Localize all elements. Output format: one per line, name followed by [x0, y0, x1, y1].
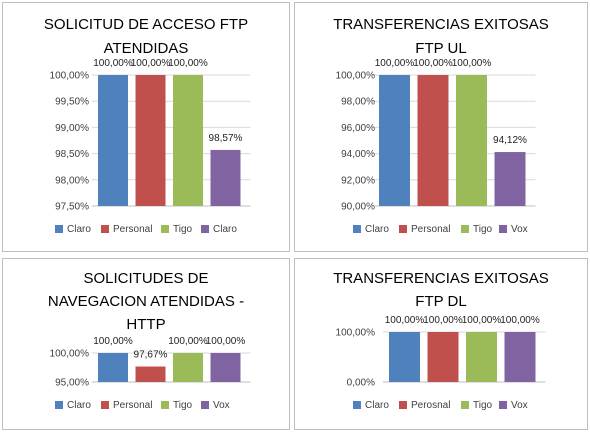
bar-vox — [504, 332, 536, 382]
bar-claro — [379, 75, 410, 206]
data-label: 100,00% — [93, 58, 133, 69]
data-label: 100,00% — [206, 336, 246, 347]
y-tick-label: 100,00% — [336, 71, 376, 82]
bar-tigo — [466, 332, 497, 382]
legend-swatch — [161, 401, 169, 409]
bar-claro — [389, 332, 420, 382]
bar-personal — [417, 75, 449, 206]
bar-personal — [135, 366, 166, 382]
legend-swatch — [161, 225, 169, 233]
chart-panel-ftp-dl: TRANSFERENCIAS EXITOSAS FTP DL 0,00% 100,00… — [294, 258, 588, 430]
bar-tigo — [456, 75, 487, 206]
legend-swatch — [101, 225, 109, 233]
y-tick-label: 97,50% — [55, 202, 89, 213]
legend-label: Perosnal — [411, 400, 450, 411]
legend-label: Personal — [113, 400, 152, 411]
legend-label: Tigo — [173, 224, 193, 235]
bar-claro — [98, 75, 128, 206]
bar-perosnal — [427, 332, 459, 382]
bar-claro — [210, 149, 241, 206]
bar-claro — [98, 353, 128, 382]
legend-label: Claro — [365, 400, 389, 411]
data-label: 100,00% — [423, 315, 463, 326]
y-tick-label: 94,00% — [341, 149, 375, 160]
chart-title-line: SOLICITUD DE ACCESO FTP — [44, 16, 248, 33]
data-label: 100,00% — [452, 58, 492, 69]
legend-label: Vox — [213, 400, 230, 411]
y-tick-label: 98,50% — [55, 149, 89, 160]
chart-http: SOLICITUDES DE NAVEGACION ATENDIDAS - HTTP… — [48, 270, 251, 411]
legend-swatch — [201, 225, 209, 233]
y-tick-label: 100,00% — [50, 71, 90, 82]
legend-swatch — [499, 401, 507, 409]
legend-swatch — [55, 401, 63, 409]
chart-ftp-access: SOLICITUD DE ACCESO FTP ATENDIDAS 97,50% 98… — [44, 16, 251, 235]
chart-title-line: TRANSFERENCIAS EXITOSAS — [333, 16, 549, 33]
legend-label: Tigo — [473, 224, 493, 235]
legend-label: Vox — [511, 224, 528, 235]
legend-swatch — [461, 225, 469, 233]
chart-title-line: HTTP — [126, 316, 165, 333]
data-label: 100,00% — [385, 315, 425, 326]
chart-title-line: NAVEGACION ATENDIDAS - — [48, 293, 244, 310]
y-tick-label: 100,00% — [50, 349, 90, 360]
y-tick-label: 99,00% — [55, 123, 89, 134]
data-label: 100,00% — [375, 58, 415, 69]
chart-ftp-ul: TRANSFERENCIAS EXITOSAS FTP UL 90,00% 92,00… — [333, 16, 549, 235]
data-label: 100,00% — [131, 58, 171, 69]
chart-title-line: SOLICITUDES DE — [83, 270, 208, 287]
chart-title-line: ATENDIDAS — [104, 40, 189, 57]
legend-swatch — [55, 225, 63, 233]
bar-tigo — [173, 75, 203, 206]
legend-label: Claro — [67, 224, 91, 235]
data-label: 100,00% — [93, 336, 133, 347]
bar-personal — [135, 75, 166, 206]
data-label: 94,12% — [493, 135, 527, 146]
legend-label: Personal — [113, 224, 152, 235]
data-label: 100,00% — [413, 58, 453, 69]
y-tick-label: 95,00% — [55, 378, 89, 389]
legend-label: Tigo — [173, 400, 193, 411]
y-tick-label: 96,00% — [341, 123, 375, 134]
chart-panel-ftp-access: SOLICITUD DE ACCESO FTP ATENDIDAS 97,50% 98… — [2, 2, 290, 252]
data-label: 97,67% — [134, 350, 168, 361]
data-label: 100,00% — [168, 58, 208, 69]
y-tick-label: 0,00% — [347, 378, 375, 389]
legend-swatch — [201, 401, 209, 409]
chart-title-line: TRANSFERENCIAS EXITOSAS — [333, 270, 549, 287]
legend-label: Claro — [67, 400, 91, 411]
chart-panel-http: SOLICITUDES DE NAVEGACION ATENDIDAS - HTTP… — [2, 258, 290, 430]
y-tick-label: 90,00% — [341, 202, 375, 213]
y-tick-label: 98,00% — [341, 97, 375, 108]
y-tick-label: 99,50% — [55, 97, 89, 108]
legend-label: Tigo — [473, 400, 493, 411]
bar-tigo — [173, 353, 203, 382]
legend-swatch — [399, 401, 407, 409]
legend-swatch — [353, 401, 361, 409]
legend-swatch — [353, 225, 361, 233]
legend-swatch — [399, 225, 407, 233]
data-label: 100,00% — [500, 315, 540, 326]
legend-swatch — [461, 401, 469, 409]
data-label: 100,00% — [462, 315, 502, 326]
legend-swatch — [499, 225, 507, 233]
legend-label: Vox — [511, 400, 528, 411]
y-tick-label: 92,00% — [341, 175, 375, 186]
data-label: 98,57% — [209, 133, 243, 144]
legend-label: Claro — [213, 224, 237, 235]
y-tick-label: 98,00% — [55, 175, 89, 186]
bar-vox — [210, 353, 241, 382]
bar-vox — [494, 152, 526, 206]
legend-label: Personal — [411, 224, 450, 235]
chart-ftp-dl: TRANSFERENCIAS EXITOSAS FTP DL 0,00% 100,00… — [333, 270, 549, 411]
legend-swatch — [101, 401, 109, 409]
legend-label: Claro — [365, 224, 389, 235]
y-tick-label: 100,00% — [336, 328, 376, 339]
data-label: 100,00% — [168, 336, 208, 347]
chart-title-line: FTP UL — [415, 40, 466, 57]
chart-title-line: FTP DL — [415, 293, 466, 310]
chart-panel-ftp-ul: TRANSFERENCIAS EXITOSAS FTP UL 90,00% 92,00… — [294, 2, 588, 252]
